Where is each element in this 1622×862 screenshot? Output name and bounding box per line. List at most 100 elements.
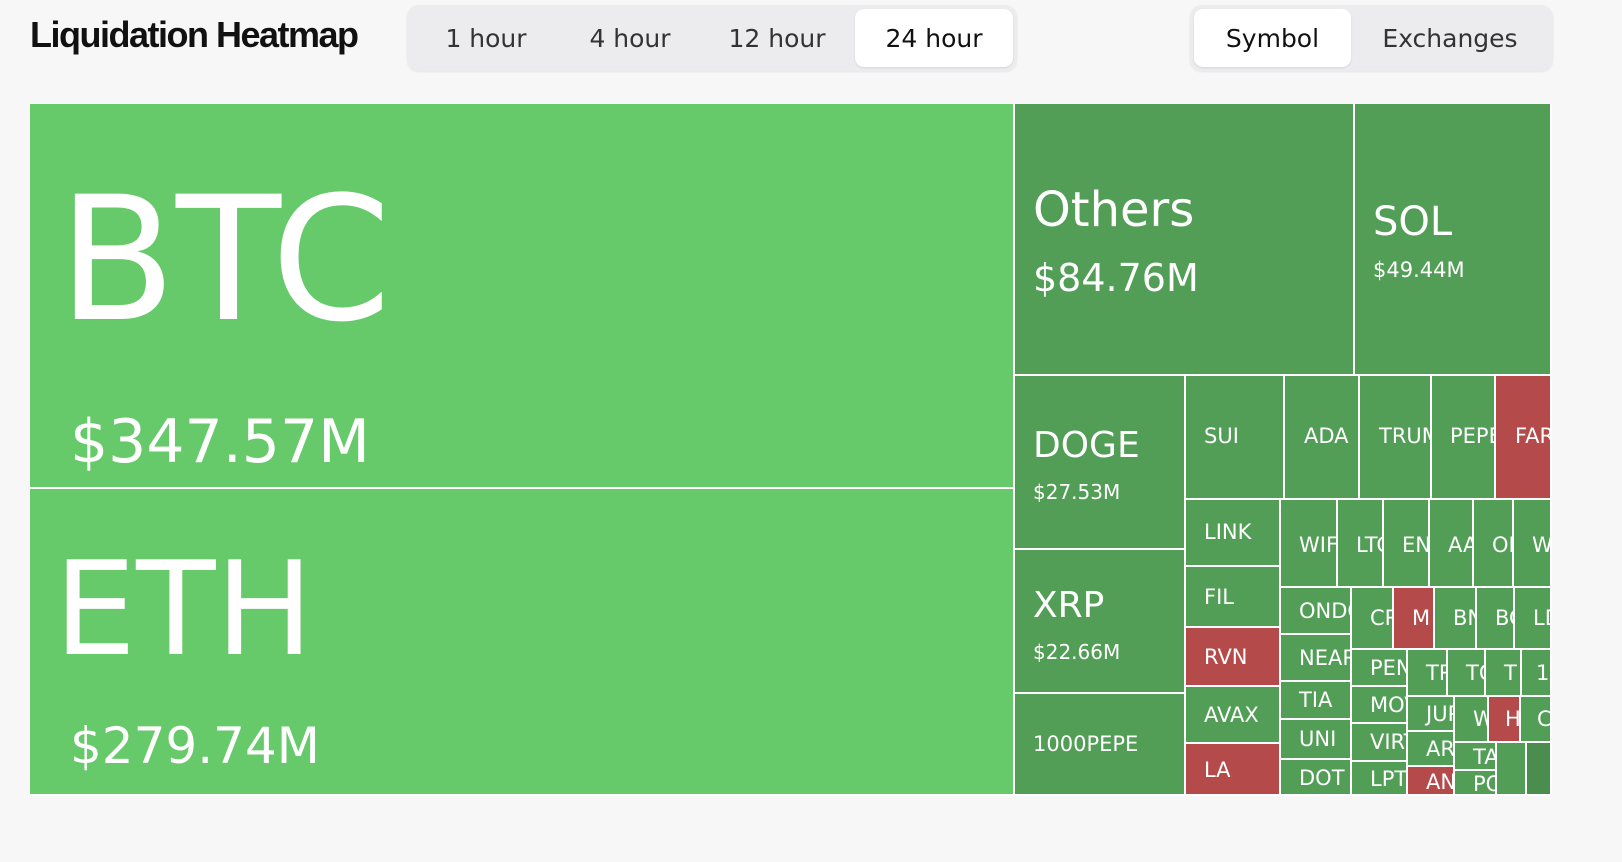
tile-1[interactable]: 1 (1522, 650, 1552, 697)
tile-btc[interactable]: BTC $347.57M (30, 104, 1015, 489)
tile-op[interactable]: OP (1474, 500, 1514, 588)
tile-symbol: LA (1204, 758, 1231, 782)
tile-sol[interactable]: SOL $49.44M (1355, 104, 1552, 376)
tile-m[interactable]: M (1394, 588, 1435, 650)
tile-symbol: PEPE (1450, 424, 1494, 448)
tile-symbol: BTC (58, 159, 392, 360)
tile-1000pepe[interactable]: 1000PEPE (1015, 694, 1186, 796)
tile-po[interactable]: PO (1455, 771, 1497, 796)
tile-small-b[interactable] (1527, 743, 1552, 796)
tile-symbol: ADA (1304, 424, 1349, 448)
tile-symbol: AN (1426, 770, 1455, 794)
tile-symbol: DOGE (1033, 425, 1140, 466)
tile-small-a[interactable] (1497, 743, 1527, 796)
tile-symbol: AR (1426, 737, 1455, 761)
tile-tia[interactable]: TIA (1281, 682, 1352, 720)
tile-ena[interactable]: ENA (1384, 500, 1430, 588)
tile-avax[interactable]: AVAX (1186, 687, 1281, 744)
tab-exchanges[interactable]: Exchanges (1382, 23, 1518, 53)
tile-ld[interactable]: LD (1515, 588, 1552, 650)
tile-symbol: MOVE (1370, 693, 1406, 717)
tile-symbol: JUP (1426, 702, 1453, 726)
tile-symbol: ETH (54, 533, 314, 685)
tile-w[interactable]: W (1514, 500, 1552, 588)
tile-bnb[interactable]: BNB (1435, 588, 1477, 650)
tile-symbol: FIL (1204, 585, 1234, 609)
tile-ta[interactable]: TA (1455, 743, 1497, 771)
tab-4-hour[interactable]: 4 hour (589, 23, 671, 53)
tile-symbol: NEAR (1299, 646, 1352, 670)
tile-bch[interactable]: BCH (1477, 588, 1515, 650)
tile-uni[interactable]: UNI (1281, 720, 1352, 760)
tile-symbol: ONDO (1299, 599, 1350, 623)
tile-la[interactable]: LA (1186, 744, 1281, 796)
tile-symbol: RVN (1204, 645, 1248, 669)
tile-symbol: DOT (1299, 766, 1345, 790)
tile-h[interactable]: H (1489, 697, 1521, 743)
tile-arb[interactable]: AR (1408, 732, 1455, 767)
tile-wld[interactable]: W (1455, 697, 1489, 743)
tile-aave[interactable]: AAVE (1430, 500, 1474, 588)
tile-symbol: LTC (1356, 533, 1382, 557)
page-title: Liquidation Heatmap (30, 14, 359, 55)
tile-crv[interactable]: CRV (1352, 588, 1394, 650)
tile-ltc[interactable]: LTC (1338, 500, 1384, 588)
tile-symbol: LPT (1370, 767, 1408, 791)
tile-symbol: PENGU (1370, 656, 1406, 680)
tile-symbol: TA (1473, 745, 1497, 769)
tile-symbol: XRP (1033, 585, 1105, 626)
tile-tao[interactable]: T (1486, 650, 1522, 697)
tile-symbol: FARTCOIN (1515, 424, 1552, 448)
tile-symbol: UNI (1299, 727, 1337, 751)
tile-dot[interactable]: DOT (1281, 760, 1352, 796)
tile-link[interactable]: LINK (1186, 500, 1281, 567)
tile-doge[interactable]: DOGE $27.53M (1015, 376, 1186, 550)
tab-symbol[interactable]: Symbol (1194, 9, 1351, 67)
liquidation-treemap: BTC $347.57M ETH $279.74M Others $84.76M… (30, 104, 1552, 796)
tile-symbol: Others (1033, 182, 1195, 238)
tile-value: $49.44M (1373, 258, 1465, 282)
tile-symbol: VIRTUAL (1370, 730, 1406, 754)
tile-near[interactable]: NEAR (1281, 635, 1352, 682)
tab-12-hour[interactable]: 12 hour (728, 23, 826, 53)
tile-value: $84.76M (1033, 256, 1199, 300)
tile-symbol: TON (1466, 661, 1484, 685)
tile-sui[interactable]: SUI (1186, 376, 1285, 500)
tile-symbol: W (1473, 709, 1487, 730)
tile-trump[interactable]: TRUMP (1360, 376, 1432, 500)
tile-others[interactable]: Others $84.76M (1015, 104, 1355, 376)
tile-ton[interactable]: TON (1448, 650, 1486, 697)
tile-an[interactable]: AN (1408, 767, 1455, 796)
tile-jup[interactable]: JUP (1408, 697, 1455, 732)
tile-wif[interactable]: WIF (1281, 500, 1338, 588)
tile-symbol: TRUMP (1379, 424, 1430, 448)
tile-symbol: SOL (1373, 199, 1453, 245)
tile-value: $347.57M (70, 407, 370, 477)
tile-pepe[interactable]: PEPE (1432, 376, 1496, 500)
timeframe-selector: 1 hour 4 hour 12 hour 24 hour (407, 5, 1017, 71)
tile-ondo[interactable]: ONDO (1281, 588, 1352, 635)
grouping-selector: Symbol Exchanges (1190, 5, 1553, 71)
tile-value: $279.74M (70, 717, 320, 775)
tile-symbol: H (1505, 707, 1521, 731)
tab-1-hour[interactable]: 1 hour (445, 23, 527, 53)
tile-fartcoin[interactable]: FARTCOIN (1496, 376, 1552, 500)
tile-symbol: TIA (1299, 688, 1333, 712)
tile-rvn[interactable]: RVN (1186, 628, 1281, 687)
tile-c[interactable]: C (1521, 697, 1552, 743)
tile-xrp[interactable]: XRP $22.66M (1015, 550, 1186, 694)
tile-eth[interactable]: ETH $279.74M (30, 489, 1015, 796)
tile-symbol: CRV (1370, 606, 1392, 630)
tab-24-hour[interactable]: 24 hour (855, 9, 1013, 67)
tile-virtual[interactable]: VIRTUAL (1352, 724, 1408, 762)
tile-ada[interactable]: ADA (1285, 376, 1360, 500)
tile-symbol: LINK (1204, 520, 1252, 544)
tile-pengu[interactable]: PENGU (1352, 650, 1408, 687)
tile-symbol: AAVE (1448, 533, 1474, 557)
tile-lpt[interactable]: LPT (1352, 762, 1408, 796)
tile-move[interactable]: MOVE (1352, 687, 1408, 724)
tile-symbol: PO (1473, 772, 1495, 796)
tile-fil[interactable]: FIL (1186, 567, 1281, 628)
tile-symbol: LD (1533, 606, 1550, 630)
tile-trb[interactable]: TRB (1408, 650, 1448, 697)
